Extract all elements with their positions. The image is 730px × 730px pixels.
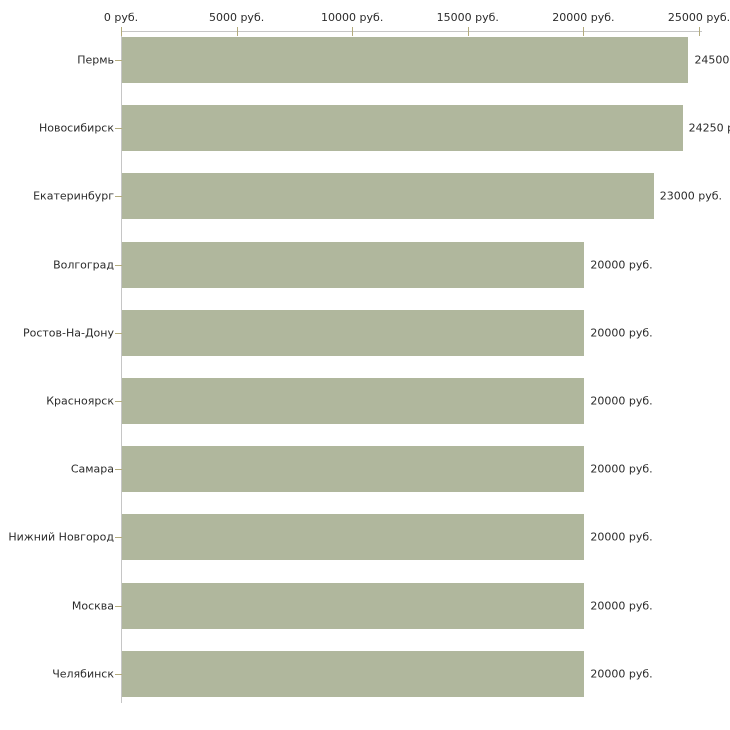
value-label: 23000 руб. — [659, 189, 723, 203]
value-label: 20000 руб. — [590, 394, 653, 408]
category-label: Челябинск — [52, 667, 114, 681]
category-label: Москва — [71, 599, 114, 613]
y-axis-line — [121, 31, 122, 703]
bar — [122, 514, 585, 561]
value-label: 20000 руб. — [590, 530, 653, 544]
value-label: 20000 руб. — [590, 667, 653, 681]
x-axis-tick-label: 0 руб. — [103, 11, 139, 24]
category-tick — [115, 469, 122, 471]
x-axis-tick-label: 20000 руб. — [552, 11, 615, 24]
bar — [122, 446, 585, 493]
x-axis-tick — [352, 27, 354, 36]
x-axis-tick — [236, 27, 238, 36]
category-tick — [115, 128, 122, 130]
category-label: Пермь — [77, 53, 114, 67]
category-tick — [115, 264, 122, 266]
bar — [122, 241, 585, 288]
category-label: Красноярск — [46, 394, 114, 408]
category-tick — [115, 196, 122, 198]
value-label: 20000 руб. — [590, 258, 653, 272]
category-label: Нижний Новгород — [8, 530, 114, 544]
category-tick — [115, 60, 122, 61]
bar — [122, 173, 654, 220]
x-axis-tick — [467, 27, 469, 36]
x-axis-tick-label: 10000 руб. — [321, 11, 384, 24]
value-label: 20000 руб. — [590, 462, 653, 476]
category-tick — [115, 605, 122, 607]
bar — [122, 582, 585, 629]
category-label: Екатеринбург — [33, 189, 114, 203]
category-tick — [115, 332, 122, 334]
x-axis-tick — [583, 27, 585, 36]
bar — [122, 105, 683, 152]
category-label: Ростов-На-Дону — [22, 326, 114, 340]
value-label: 24250 руб. — [688, 121, 730, 135]
x-axis-tick-label: 15000 руб. — [436, 11, 499, 24]
x-axis-tick-label: 25000 руб. — [667, 11, 730, 24]
x-axis-tick — [699, 27, 700, 36]
category-label: Самара — [70, 462, 114, 476]
bar — [122, 309, 585, 356]
bar — [122, 650, 585, 697]
value-label: 20000 руб. — [590, 326, 653, 340]
category-label: Волгоград — [53, 258, 114, 272]
category-tick — [115, 537, 122, 539]
value-label: 24500 руб. — [694, 53, 730, 67]
category-label: Новосибирск — [38, 121, 114, 135]
bar — [122, 378, 585, 424]
x-axis-tick — [121, 27, 122, 36]
category-tick — [115, 401, 122, 402]
x-axis-tick-label: 5000 руб. — [208, 11, 265, 24]
bar — [122, 37, 689, 83]
category-tick — [115, 673, 122, 675]
value-label: 20000 руб. — [590, 599, 653, 613]
x-axis-line — [121, 31, 702, 32]
